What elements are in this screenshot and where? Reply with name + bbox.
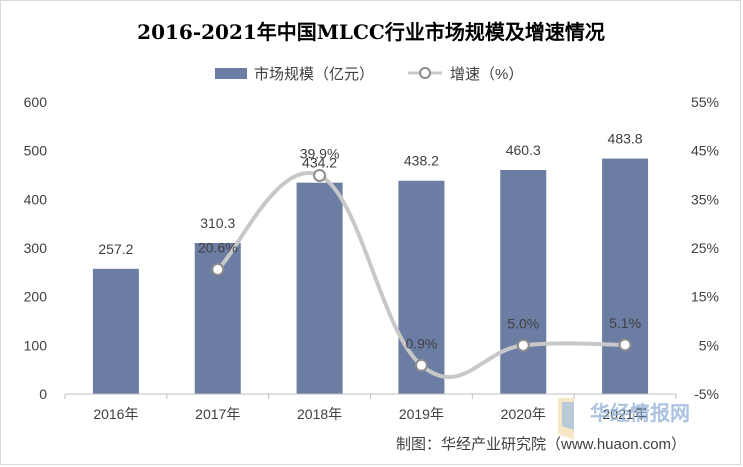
plot-area: 0 100 200 300 400 500 600 -5% 5% 15% 25% 35% 45% 55% 2… bbox=[24, 94, 719, 422]
bar-value-label: 438.2 bbox=[404, 153, 439, 169]
y-left-tick-label: 200 bbox=[24, 289, 48, 305]
legend-bar-label: 市场规模（亿元） bbox=[254, 66, 374, 83]
y-right-tick-label: 55% bbox=[691, 94, 719, 110]
x-tick-label: 2017年 bbox=[195, 406, 240, 422]
growth-line bbox=[215, 171, 628, 380]
growth-value-label: 5.1% bbox=[609, 315, 641, 331]
growth-value-label: 0.9% bbox=[405, 335, 437, 351]
y-right-tick-label: -5% bbox=[694, 386, 719, 402]
watermark-text: 华经情报网 bbox=[590, 401, 690, 425]
y-left-tick-label: 0 bbox=[39, 386, 47, 402]
bar bbox=[500, 169, 547, 394]
y-right-tick-label: 25% bbox=[691, 240, 719, 256]
source-credit: 制图：华经产业研究院（www.huaon.com） bbox=[396, 435, 686, 453]
y-right-tick-label: 15% bbox=[691, 289, 719, 305]
watermark-logo-shape-inner bbox=[562, 402, 574, 430]
growth-marker bbox=[516, 338, 530, 352]
bar-value-label: 257.2 bbox=[98, 241, 133, 257]
bar-value-label: 434.2 bbox=[302, 155, 337, 171]
y-left-tick-label: 400 bbox=[24, 191, 48, 207]
y-left-tick-label: 300 bbox=[24, 240, 48, 256]
legend: 市场规模（亿元） 增速（%） bbox=[215, 66, 523, 83]
growth-marker bbox=[414, 358, 428, 372]
y-right-tick-label: 35% bbox=[691, 191, 719, 207]
growth-marker bbox=[313, 168, 327, 182]
bar-value-label: 483.8 bbox=[608, 131, 643, 147]
bar-value-label: 460.3 bbox=[506, 142, 541, 158]
bar bbox=[296, 182, 343, 394]
y-left-tick-label: 500 bbox=[24, 143, 48, 159]
y-right-tick-label: 5% bbox=[699, 337, 719, 353]
x-tick-label: 2021年 bbox=[603, 406, 648, 422]
legend-line-marker bbox=[419, 67, 431, 79]
growth-value-label: 5.0% bbox=[507, 315, 539, 331]
x-tick-label: 2020年 bbox=[501, 406, 546, 422]
x-tick-label: 2019年 bbox=[399, 406, 444, 422]
x-tick-label: 2016年 bbox=[93, 406, 138, 422]
y-left-tick-label: 600 bbox=[24, 94, 48, 110]
bar-value-label: 310.3 bbox=[200, 215, 235, 231]
y-right-tick-label: 45% bbox=[691, 143, 719, 159]
growth-marker bbox=[618, 338, 632, 352]
bar bbox=[602, 158, 649, 394]
legend-bar-swatch bbox=[215, 68, 247, 79]
growth-marker bbox=[211, 262, 225, 276]
watermark: 华经情报网 bbox=[558, 398, 690, 440]
chart-title: 2016-2021年中国MLCC行业市场规模及增速情况 bbox=[137, 20, 605, 44]
legend-line-label: 增速（%） bbox=[450, 66, 523, 83]
bar bbox=[92, 268, 139, 394]
bar bbox=[398, 180, 445, 394]
growth-value-label: 20.6% bbox=[198, 239, 238, 255]
growth-value-label: 39.9% bbox=[300, 145, 340, 161]
y-left-tick-label: 100 bbox=[24, 337, 48, 353]
x-tick-label: 2018年 bbox=[297, 406, 342, 422]
